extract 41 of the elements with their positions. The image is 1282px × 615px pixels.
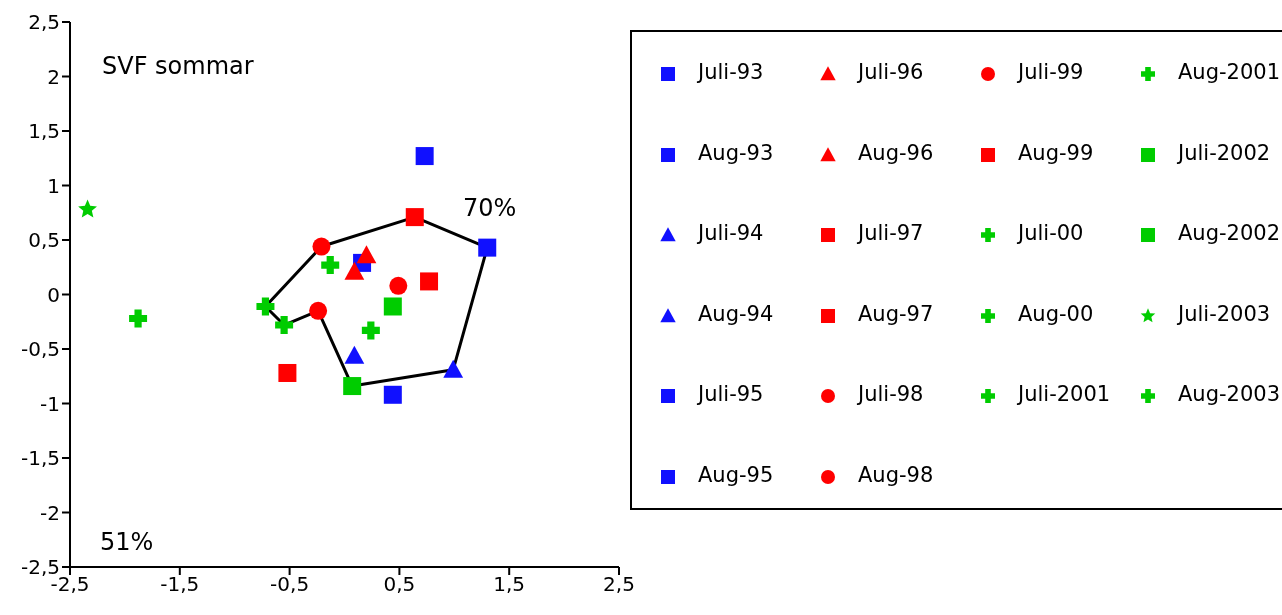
legend-label: Aug-00 xyxy=(1018,301,1094,326)
legend-label: Juli-98 xyxy=(858,382,924,406)
y-tick-label: 1 xyxy=(47,173,60,198)
y-tick-label: 0,5 xyxy=(28,228,60,253)
x-tick-label: 2,5 xyxy=(603,572,635,597)
annotation: 70% xyxy=(463,194,517,222)
text: SVF sommar xyxy=(102,52,254,80)
y-tick-label: 2 xyxy=(47,64,60,89)
y-tick-label: 0 xyxy=(47,282,60,307)
legend-label: Aug-95 xyxy=(698,462,774,487)
legend-label: Aug-94 xyxy=(698,301,774,326)
legend-label: Juli-99 xyxy=(1018,60,1084,84)
legend-label: Juli-00 xyxy=(1018,221,1084,245)
y-tick-label: -2 xyxy=(40,500,60,525)
legend-label: Aug-93 xyxy=(698,140,774,165)
legend-label: Aug-2002 xyxy=(1178,221,1281,245)
legend-label: Juli-2003 xyxy=(1178,301,1271,326)
x-tick-label: 0,5 xyxy=(383,572,416,597)
legend-label: Aug-96 xyxy=(858,140,934,165)
y-tick-label: -1,5 xyxy=(20,446,60,471)
legend-label: Juli-94 xyxy=(698,221,764,245)
legend-label: Juli-93 xyxy=(698,60,764,84)
y-tick-label: 1,5 xyxy=(28,119,60,144)
legend-label: Juli-2001 xyxy=(1018,382,1111,406)
legend-label: Juli-95 xyxy=(698,382,764,406)
x-tick-label: 1,5 xyxy=(493,572,526,597)
y-tick-label: -0,5 xyxy=(20,337,60,362)
legend-label: Juli-96 xyxy=(858,60,924,84)
x-tick-label: -0,5 xyxy=(270,572,310,597)
x-tick-label: -1,5 xyxy=(160,572,200,597)
legend-label: Juli-2002 xyxy=(1178,140,1271,165)
legend-label: Juli-97 xyxy=(858,221,924,245)
legend-label: Aug-98 xyxy=(858,462,934,487)
legend-label: Aug-2001 xyxy=(1178,60,1281,84)
y-tick-label: -2,5 xyxy=(20,555,60,580)
legend-label: Aug-97 xyxy=(858,301,934,326)
legend-label: Aug-2003 xyxy=(1178,382,1281,406)
legend-label: Aug-99 xyxy=(1018,140,1094,165)
y-tick-label: 2,5 xyxy=(28,10,60,35)
annotation: 51% xyxy=(100,528,154,556)
y-tick-label: -1 xyxy=(40,391,60,416)
